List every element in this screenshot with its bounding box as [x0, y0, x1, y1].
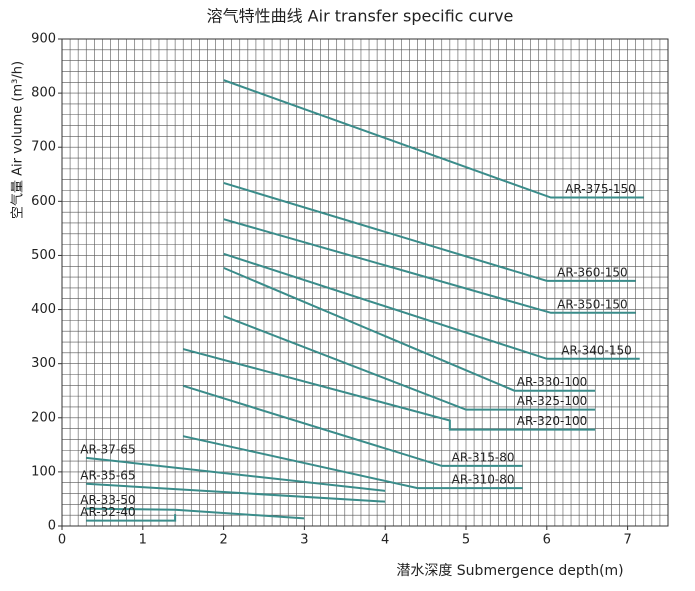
- series-label: AR-375-150: [565, 182, 636, 196]
- series-line: [182, 348, 596, 431]
- series-line: [223, 79, 644, 199]
- series-label: AR-360-150: [557, 265, 628, 279]
- x-tick-label: 7: [623, 533, 631, 548]
- series-line: [223, 315, 596, 411]
- series-label: AR-37-65: [80, 442, 135, 456]
- y-tick-label: 400: [31, 302, 56, 317]
- series-label: AR-350-150: [557, 297, 628, 311]
- y-tick-label: 500: [31, 248, 56, 263]
- series-label: AR-340-150: [561, 343, 632, 357]
- series-line: [86, 514, 177, 522]
- series-label: AR-315-80: [452, 450, 515, 464]
- x-tick-label: 1: [139, 533, 147, 548]
- series-line: [86, 456, 386, 492]
- series-line: [223, 252, 640, 360]
- series-label: AR-32-40: [80, 505, 135, 519]
- series-line: [223, 181, 636, 282]
- plot-frame: [61, 38, 669, 527]
- series-line: [223, 218, 636, 314]
- series-line: [182, 435, 523, 490]
- y-tick-label: 600: [31, 194, 56, 209]
- x-tick-label: 5: [462, 533, 470, 548]
- y-tick-label: 200: [31, 410, 56, 425]
- series-line: [86, 482, 386, 503]
- series-label: AR-33-50: [80, 493, 135, 507]
- series-line: [86, 507, 305, 520]
- y-tick-label: 300: [31, 356, 56, 371]
- y-axis-label: 空气量 Air volume (m³/h): [10, 61, 26, 219]
- x-tick-label: 0: [58, 533, 66, 548]
- x-axis-label: 潜水深度 Submergence depth(m): [396, 563, 623, 579]
- series-label: AR-330-100: [517, 375, 588, 389]
- x-tick-label: 6: [543, 533, 551, 548]
- series-label: AR-35-65: [80, 468, 135, 482]
- series-line: [223, 266, 596, 392]
- y-tick-label: 700: [31, 140, 56, 155]
- chart-title: 溶气特性曲线 Air transfer specific curve: [207, 7, 514, 26]
- series-label: AR-325-100: [517, 394, 588, 408]
- series-line: [182, 384, 523, 467]
- y-tick-label: 0: [48, 519, 56, 534]
- y-tick-label: 800: [31, 86, 56, 101]
- series-label: AR-310-80: [452, 473, 515, 487]
- series-label: AR-320-100: [517, 414, 588, 428]
- x-tick-label: 4: [381, 533, 389, 548]
- y-tick-label: 900: [31, 32, 56, 47]
- x-tick-label: 2: [219, 533, 227, 548]
- y-tick-label: 100: [31, 464, 56, 479]
- x-tick-label: 3: [300, 533, 308, 548]
